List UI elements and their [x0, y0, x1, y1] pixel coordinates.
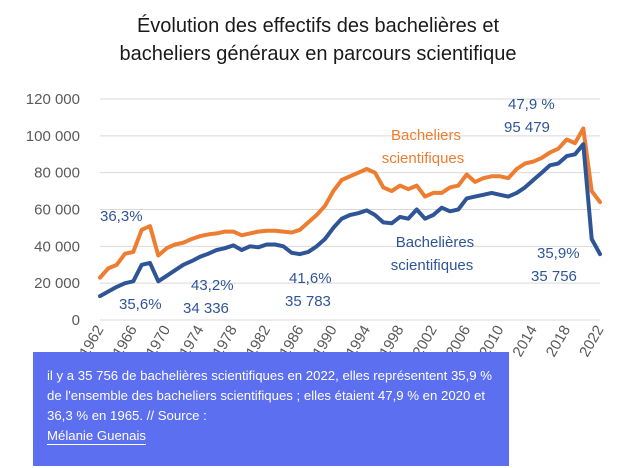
annotation-1974-pct: 43,2% — [191, 277, 234, 294]
annotation-1974-value: 34 336 — [183, 300, 229, 317]
y-tick-label-1: 20 000 — [34, 275, 80, 292]
annotation-1986-value: 35 783 — [285, 293, 331, 310]
annotation-1966-pct: 35,6% — [119, 296, 162, 313]
annotation-2020-pct: 47,9 % — [508, 96, 555, 113]
y-tick-label-5: 100 000 — [26, 128, 80, 145]
annotations: 36,3% 35,6% 43,2% 34 336 41,6% 35 783 47… — [100, 96, 580, 317]
caption-source-link[interactable]: Mélanie Guenais — [47, 428, 146, 445]
grid — [100, 98, 600, 321]
chart-title-line-1: Évolution des effectifs des bachelières … — [137, 14, 500, 37]
caption-text: il y a 35 756 de bachelières scientifiqu… — [47, 368, 493, 423]
series-label-bacheliers-line-1: Bacheliers — [391, 127, 461, 144]
x-tick-label-2014: 2014 — [509, 323, 540, 360]
annotation-1965-pct: 36,3% — [100, 208, 143, 225]
y-tick-label-4: 80 000 — [34, 165, 80, 182]
annotation-2022-pct: 35,9% — [537, 245, 580, 262]
chart-title-line-2: bacheliers généraux en parcours scientif… — [120, 43, 517, 65]
y-tick-label-2: 40 000 — [34, 238, 80, 255]
annotation-2022-value: 35 756 — [531, 268, 577, 285]
series-labels: Bacheliers scientifiques Bachelières sci… — [382, 127, 474, 274]
chart-title: Évolution des effectifs des bachelières … — [120, 14, 517, 65]
series-label-bachelieres-line-1: Bachelières — [396, 234, 474, 251]
y-tick-label-0: 0 — [72, 312, 80, 329]
annotation-2020-value: 95 479 — [504, 119, 550, 136]
series-lines — [98, 126, 602, 299]
series-label-bacheliers-line-2: scientifiques — [382, 150, 465, 167]
y-tick-label-6: 120 000 — [26, 91, 80, 108]
series-line-bachelieres — [98, 142, 602, 299]
series-line-bacheliers — [98, 126, 602, 280]
x-tick-label-2022: 2022 — [576, 323, 607, 360]
caption-box: il y a 35 756 de bachelières scientifiqu… — [33, 352, 509, 466]
annotation-1986-pct: 41,6% — [289, 270, 332, 287]
x-tick-label-2018: 2018 — [543, 323, 574, 360]
series-label-bachelieres-line-2: scientifiques — [391, 257, 474, 274]
y-tick-label-3: 60 000 — [34, 202, 80, 219]
y-axis-ticks: 0 20 000 40 000 60 000 80 000 100 000 120 000 — [26, 91, 80, 329]
